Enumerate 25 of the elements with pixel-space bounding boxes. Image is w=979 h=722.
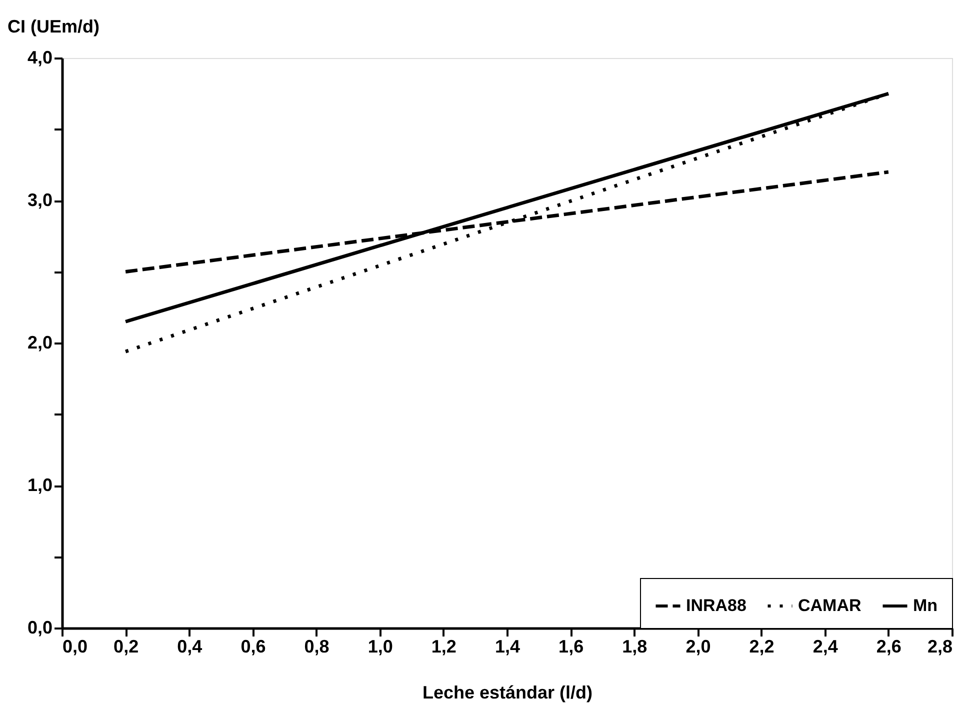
x-tick-label: 1,0 [368, 636, 393, 656]
x-tick-label: 0,4 [177, 636, 202, 656]
x-axis-title: Leche estándar (l/d) [422, 682, 593, 702]
y-tick-label: 4,0 [27, 48, 52, 68]
x-tick-label: 1,2 [431, 636, 456, 656]
y-axis-title: CI (UEm/d) [8, 16, 100, 36]
legend-label: Mn [913, 596, 938, 615]
x-tick-label: 2,0 [686, 636, 711, 656]
x-tick-label: 1,8 [622, 636, 648, 656]
x-tick-label: 0,6 [240, 636, 266, 656]
legend-label: INRA88 [686, 596, 746, 615]
y-tick-label: 2,0 [27, 332, 52, 352]
x-tick-label: 1,6 [558, 636, 584, 656]
x-tick-label: 0,2 [114, 636, 139, 656]
y-tick-label: 1,0 [27, 475, 52, 495]
x-tick-label: 2,6 [876, 636, 902, 656]
legend-label: CAMAR [798, 596, 862, 615]
y-tick-label: 3,0 [27, 190, 52, 210]
x-tick-label: 0,8 [304, 636, 330, 656]
x-tick-label: 2,8 [927, 636, 952, 656]
x-tick-label: 0,0 [62, 636, 88, 656]
x-tick-label: 2,2 [749, 636, 774, 656]
x-tick-label: 2,4 [812, 636, 838, 656]
x-tick-label: 1,4 [494, 636, 520, 656]
y-tick-label: 0,0 [27, 618, 52, 638]
